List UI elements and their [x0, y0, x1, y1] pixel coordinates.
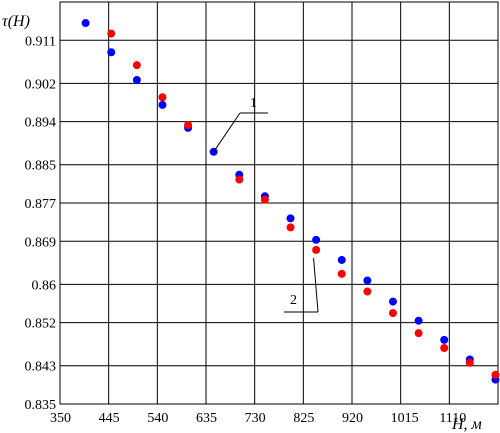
- data-point-series-1: [363, 276, 372, 285]
- data-point-series-1: [158, 100, 167, 109]
- x-tick-label: 730: [245, 411, 266, 426]
- annotation-label-1: 1: [250, 96, 257, 111]
- data-point-series-2: [235, 175, 244, 184]
- annotation-leader-1: [213, 112, 241, 153]
- data-point-series-2: [337, 269, 346, 278]
- data-point-series-2: [388, 309, 397, 318]
- data-point-series-2: [312, 245, 321, 254]
- y-tick-label: 0.885: [25, 159, 57, 174]
- x-tick-label: 1015: [391, 411, 419, 426]
- plot-border: [59, 1, 499, 405]
- y-tick-label: 0.843: [25, 360, 57, 375]
- x-tick-label: 920: [342, 411, 363, 426]
- data-point-series-1: [414, 316, 423, 325]
- y-tick-label: 0.902: [25, 77, 57, 92]
- data-point-series-1: [337, 255, 346, 264]
- x-axis-ticks: 350 445 540 635 730 825 920 1015 1110: [50, 411, 466, 426]
- y-axis-title: τ(H): [2, 13, 30, 30]
- data-point-series-2: [286, 223, 295, 232]
- data-point-series-2: [414, 329, 423, 338]
- x-tick-label: 445: [99, 411, 120, 426]
- data-point-series-2: [491, 370, 500, 379]
- data-point-series-1: [81, 19, 90, 28]
- y-tick-label: 0.911: [25, 34, 56, 49]
- x-tick-label: 635: [196, 411, 217, 426]
- x-tick-label: 825: [293, 411, 314, 426]
- x-axis-title: H, м: [451, 416, 482, 433]
- x-tick-label: 540: [147, 411, 168, 426]
- data-point-series-1: [388, 297, 397, 306]
- y-tick-label: 0.852: [25, 317, 57, 332]
- data-point-series-1: [107, 48, 116, 57]
- y-axis-ticks: 0.835 0.843 0.852 0.86 0.869 0.877 0.885 0.894 0…: [25, 34, 57, 413]
- annotations: 12: [213, 96, 319, 313]
- data-point-series-2: [132, 61, 141, 70]
- plot-frame: [59, 1, 499, 405]
- annotation-leader-2: [313, 257, 319, 313]
- y-tick-label: 0.877: [25, 197, 57, 212]
- chart-grid: [59, 2, 498, 405]
- y-tick-label: 0.835: [25, 398, 57, 413]
- data-point-series-2: [465, 358, 474, 367]
- data-point-series-2: [260, 195, 269, 204]
- data-point-series-2: [184, 120, 193, 129]
- data-point-series-2: [107, 29, 116, 38]
- x-tick-label: 350: [50, 411, 71, 426]
- data-point-series-2: [440, 344, 449, 353]
- annotation-label-2: 2: [290, 293, 297, 308]
- data-point-series-2: [363, 287, 372, 296]
- y-tick-label: 0.894: [25, 116, 57, 131]
- y-tick-label: 0.869: [25, 235, 57, 250]
- x-tick-label: 1110: [439, 411, 466, 426]
- data-point-series-1: [132, 76, 141, 85]
- y-tick-label: 0.86: [32, 278, 57, 293]
- data-point-series-2: [158, 93, 167, 102]
- data-point-series-1: [440, 335, 449, 344]
- data-point-series-1: [286, 214, 295, 223]
- data-point-series-1: [312, 235, 321, 244]
- data-points: [81, 19, 500, 384]
